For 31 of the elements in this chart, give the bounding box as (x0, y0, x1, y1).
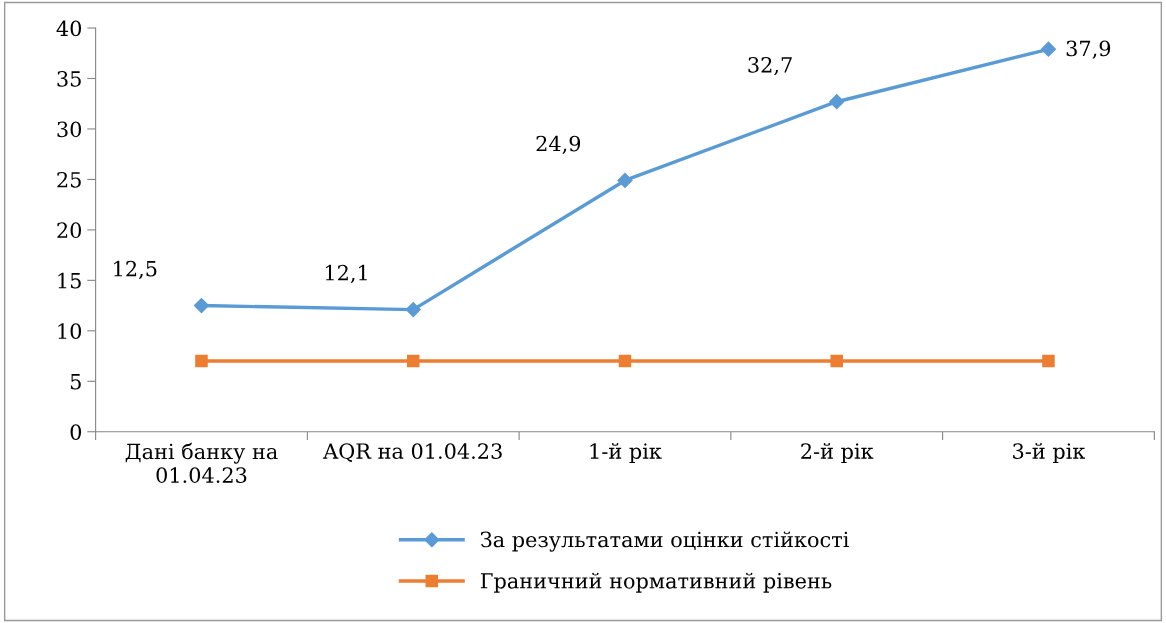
point (617, 172, 633, 189)
point (830, 354, 843, 368)
x-tick-label: 2-й рік (801, 443, 874, 464)
y-tick-label: 35 (57, 70, 81, 87)
data-label: 12,1 (325, 264, 367, 284)
x-tick-label: Дані банку на 01.04.23 (125, 442, 278, 483)
y-tick-label: 10 (58, 323, 82, 340)
y-tick-label: 30 (57, 121, 82, 138)
y-tick-label: 40 (56, 20, 82, 37)
point (1042, 354, 1055, 368)
y-tick-label: 15 (58, 272, 81, 289)
y-tick-label: 5 (70, 374, 81, 390)
data-label: 37,9 (1066, 40, 1111, 59)
point (195, 354, 208, 368)
x-tick-label: 1-й рік (590, 443, 662, 464)
y-tick-label: 20 (57, 222, 82, 239)
y-tick-label: 25 (57, 171, 81, 188)
point (1040, 41, 1057, 57)
legend-label: Граничний нормативний рівень (480, 572, 832, 593)
point (829, 94, 845, 110)
y-tick-label: 0 (70, 424, 82, 440)
data-label: 24,9 (536, 135, 581, 154)
data-label: 32,7 (748, 56, 792, 76)
x-tick-label: AQR на 01.04.23 (323, 443, 502, 463)
point (618, 354, 632, 368)
data-label: 12,5 (114, 260, 157, 280)
point (193, 298, 210, 314)
point (406, 354, 420, 368)
x-tick-label: 3-й рік (1013, 443, 1086, 464)
legend-label: За результатами оцінки стійкості (480, 531, 849, 552)
point (405, 302, 421, 318)
